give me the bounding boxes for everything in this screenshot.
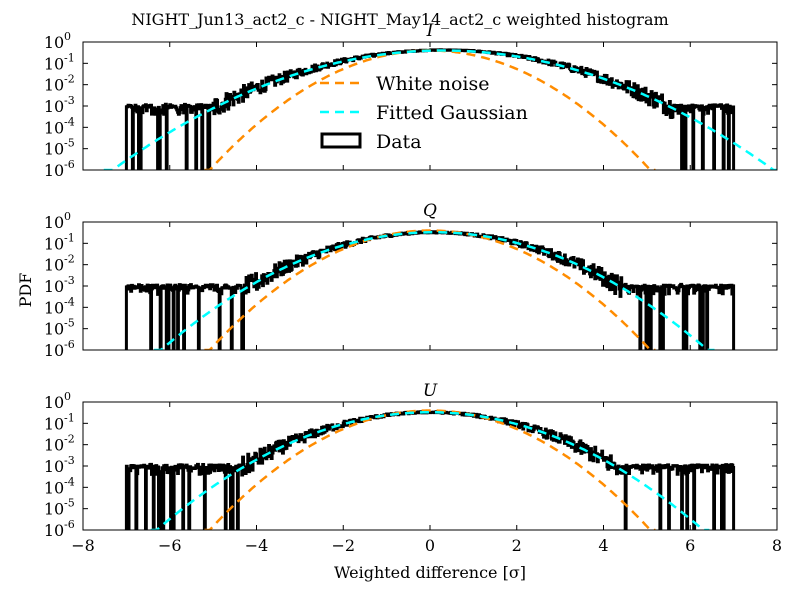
y-tick-label: 10 [44,457,64,476]
y-tick-label: 10 [44,277,64,296]
legend: White noise Fitted Gaussian Data [320,73,528,153]
y-tick-label: 10 [44,478,64,497]
data-histogram [124,410,736,530]
y-tick-label: 10 [44,521,64,540]
y-tick-label: 10 [44,298,64,317]
x-tick-label: −6 [158,536,182,555]
y-tick-exponent: -2 [64,433,75,446]
x-tick-label: −2 [331,536,355,555]
fitted-gaussian-curve [154,231,715,350]
legend-swatch [320,132,362,149]
x-tick-label: 0 [425,536,435,555]
legend-label: Data [376,131,422,153]
y-tick-exponent: -3 [64,94,75,107]
y-tick-exponent: 0 [64,210,71,223]
x-tick-label: −4 [245,536,269,555]
y-tick-exponent: -6 [64,158,75,171]
y-tick-label: 10 [44,393,64,412]
white-noise-curve [204,409,656,530]
y-tick-exponent: -3 [64,454,75,467]
data-histogram [124,230,736,350]
legend-item: Data [320,131,422,153]
x-tick-label: 8 [772,536,782,555]
x-tick-label: 4 [598,536,608,555]
legend-label: White noise [376,73,490,95]
panel-title: Q [423,201,437,221]
y-tick-exponent: -6 [64,338,75,351]
legend-label: Fitted Gaussian [376,102,528,124]
x-tick-label: 6 [685,536,695,555]
panel-title: U [423,381,438,401]
y-tick-label: 10 [44,414,64,433]
y-tick-label: 10 [44,234,64,253]
y-axis-label: PDF [16,273,35,308]
plot-area [124,229,736,350]
y-tick-exponent: -2 [64,253,75,266]
y-tick-exponent: -1 [64,411,75,424]
y-tick-label: 10 [44,140,64,159]
y-tick-exponent: -5 [64,317,75,330]
y-tick-label: 10 [44,341,64,360]
y-tick-exponent: -1 [64,51,75,64]
y-tick-exponent: 0 [64,30,71,43]
y-tick-exponent: -5 [64,137,75,150]
y-tick-label: 10 [44,54,64,73]
y-tick-label: 10 [44,161,64,180]
y-tick-label: 10 [44,320,64,339]
y-tick-label: 10 [44,256,64,275]
x-tick-label: −8 [71,536,95,555]
x-axis-label: Weighted difference [σ] [334,563,526,582]
fitted-gaussian-curve [150,411,710,530]
legend-item: Fitted Gaussian [320,102,528,124]
y-tick-exponent: -4 [64,475,75,488]
y-tick-exponent: -4 [64,295,75,308]
y-tick-exponent: -3 [64,274,75,287]
plot-area [124,409,736,530]
legend-item: White noise [320,73,490,95]
y-tick-label: 10 [44,118,64,137]
y-tick-label: 10 [44,97,64,116]
y-tick-label: 10 [44,33,64,52]
x-tick-label: 2 [512,536,522,555]
plot-area [103,48,777,170]
fitted-gaussian-curve [103,49,777,170]
y-tick-label: 10 [44,76,64,95]
chart-title: NIGHT_Jun13_act2_c - NIGHT_May14_act2_c … [131,10,668,29]
y-tick-exponent: -6 [64,518,75,531]
y-tick-label: 10 [44,213,64,232]
y-tick-exponent: 0 [64,390,71,403]
y-tick-exponent: -2 [64,73,75,86]
white-noise-curve [204,229,656,350]
panel-title: I [426,21,434,41]
y-tick-exponent: -4 [64,115,75,128]
y-tick-label: 10 [44,436,64,455]
y-tick-label: 10 [44,500,64,519]
y-tick-exponent: -5 [64,497,75,510]
y-tick-exponent: -1 [64,231,75,244]
